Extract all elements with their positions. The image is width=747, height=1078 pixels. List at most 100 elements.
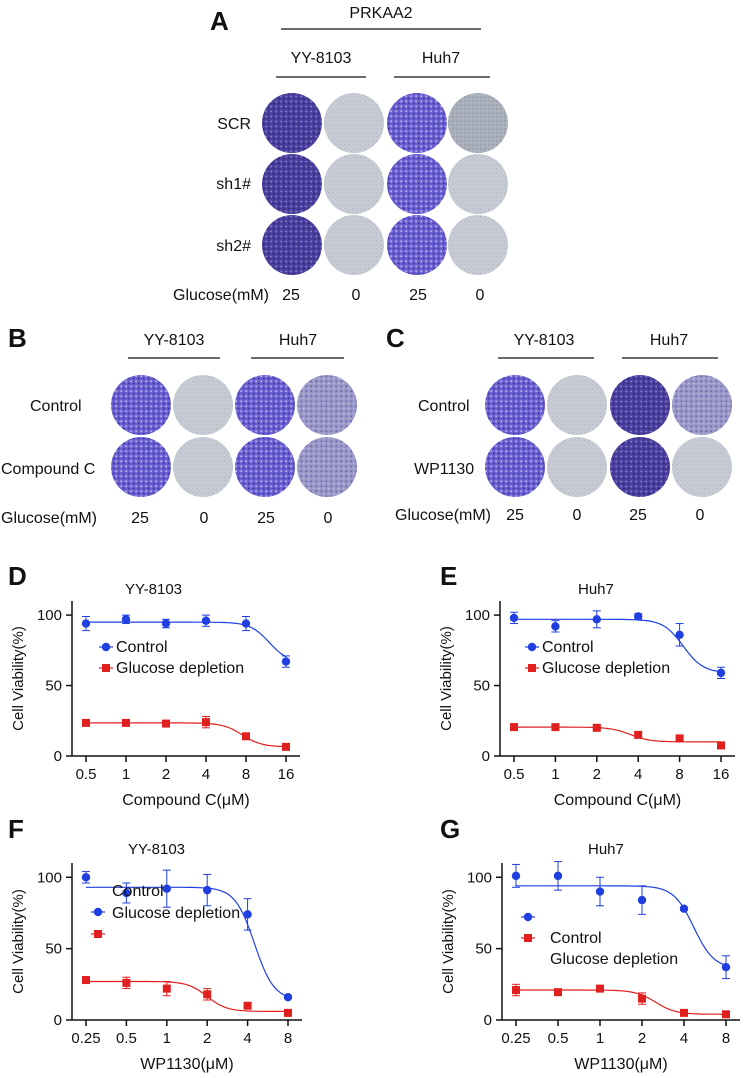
data-point-control	[281, 657, 291, 666]
data-point-glucose	[596, 984, 604, 993]
panel-b-col-label: Huh7	[279, 332, 317, 349]
data-point-control	[509, 613, 519, 623]
fit-curve-control	[86, 886, 289, 998]
x-tick-label: 16	[278, 766, 295, 783]
data-point-control	[201, 616, 211, 625]
panel-letter-c: C	[386, 323, 405, 353]
data-point-control	[241, 619, 251, 628]
panel-letter-b: B	[8, 323, 27, 353]
fit-curve-glucose	[86, 980, 288, 1012]
legend-marker-control	[527, 642, 537, 652]
x-tick-label: 1	[596, 1030, 604, 1047]
data-point-control	[243, 910, 252, 919]
x-tick-label: 0.5	[76, 766, 97, 783]
legend-label: Control	[116, 639, 168, 656]
data-point-control	[675, 630, 684, 640]
panel-a-col-label: Huh7	[422, 50, 460, 67]
data-point-glucose	[510, 723, 518, 732]
panel-a-row-label: sh2#	[216, 238, 251, 255]
panel-b-col-label: YY-8103	[144, 332, 205, 349]
x-tick-label: 2	[593, 766, 601, 783]
fit-curve-control	[514, 618, 722, 673]
well	[547, 437, 607, 497]
well	[387, 154, 447, 214]
panel-a-wells	[262, 93, 508, 275]
well	[262, 215, 322, 275]
y-tick-label: 100	[37, 607, 62, 624]
data-point-glucose	[722, 1010, 730, 1019]
legend-label: Control	[112, 883, 164, 900]
data-point-glucose	[122, 718, 130, 727]
legend-marker-glucose	[528, 664, 536, 672]
data-point-glucose	[242, 732, 250, 741]
panel-c-row-label: Control	[418, 398, 470, 415]
data-point-glucose	[638, 994, 646, 1003]
data-point-control	[595, 887, 605, 896]
well	[672, 375, 732, 435]
panel-b-row-label: Control	[30, 398, 82, 415]
data-point-glucose	[284, 1008, 292, 1017]
y-tick-label: 100	[37, 869, 62, 886]
data-point-control	[283, 992, 293, 1002]
data-point-glucose	[202, 718, 210, 727]
data-point-glucose	[675, 734, 684, 743]
y-tick-label: 0	[482, 748, 490, 765]
panel-b-glucose-value: 25	[131, 510, 149, 527]
chart-title: YY-8103	[128, 841, 185, 858]
x-tick-label: 0.5	[548, 1030, 569, 1047]
chart-g: G Huh7 0 50 100 0.25 0.5 1 2 4 8 WP1130(μM) Cell Via…	[440, 814, 740, 1073]
data-point-glucose	[554, 988, 562, 997]
panel-c-glucose-value: 25	[629, 507, 647, 524]
x-tick-label: 0.5	[116, 1030, 137, 1047]
data-point-glucose	[680, 1008, 688, 1017]
data-point-control	[721, 962, 731, 972]
well	[297, 437, 357, 497]
well	[235, 375, 295, 435]
x-tick-label: 1	[122, 766, 130, 783]
x-axis-label: Compound C(μM)	[554, 792, 681, 809]
data-point-glucose	[717, 741, 725, 750]
x-tick-label: 2	[638, 1030, 646, 1047]
y-tick-label: 50	[473, 678, 490, 695]
panel-b: B YY-8103 Huh7 Control Compound C Glucos…	[1, 323, 357, 527]
chart-title: Huh7	[588, 841, 624, 858]
well	[448, 215, 508, 275]
x-tick-label: 8	[675, 766, 683, 783]
x-tick-label: 8	[242, 766, 250, 783]
y-axis-label: Cell Viability(%)	[10, 626, 27, 731]
legend-label: Glucose depletion	[550, 951, 678, 968]
x-tick-label: 2	[203, 1030, 211, 1047]
x-tick-label: 0.5	[504, 766, 525, 783]
y-tick-label: 100	[465, 607, 490, 624]
well	[547, 375, 607, 435]
panel-b-wells	[111, 375, 357, 497]
legend-label: Glucose depletion	[542, 660, 670, 677]
well	[448, 154, 508, 214]
x-tick-label: 4	[680, 1030, 688, 1047]
data-point-control	[81, 873, 91, 882]
fit-curve-glucose	[86, 722, 287, 748]
x-tick-label: 4	[243, 1030, 251, 1047]
x-tick-label: 2	[162, 766, 170, 783]
data-point-glucose	[122, 978, 131, 987]
x-tick-label: 8	[284, 1030, 292, 1047]
legend-label: Glucose depletion	[116, 660, 244, 677]
y-tick-label: 50	[45, 678, 62, 695]
data-point-control	[81, 619, 91, 628]
well	[387, 93, 447, 153]
panel-a-glucose-value: 25	[282, 287, 300, 304]
panel-a-glucose-value: 25	[409, 287, 427, 304]
data-point-control	[637, 895, 647, 905]
panel-letter: D	[8, 561, 27, 591]
data-point-control	[679, 904, 689, 913]
x-axis-label: WP1130(μM)	[574, 1056, 667, 1073]
panel-b-row-label: Compound C	[1, 461, 95, 478]
data-point-control	[122, 888, 131, 898]
data-point-control	[203, 885, 212, 895]
well	[387, 215, 447, 275]
well	[173, 375, 233, 435]
well	[324, 154, 384, 214]
well	[672, 437, 732, 497]
well	[485, 375, 545, 435]
